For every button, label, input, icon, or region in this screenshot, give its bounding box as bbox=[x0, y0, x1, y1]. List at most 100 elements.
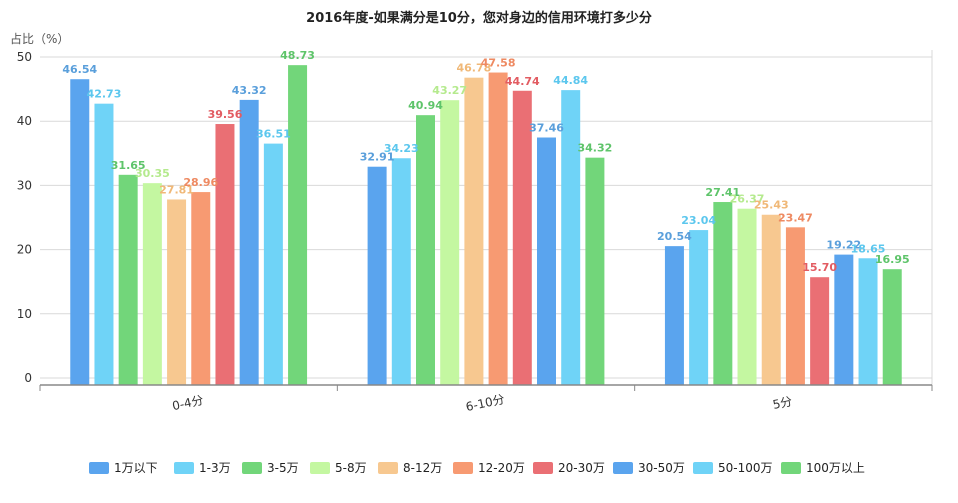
bar-data-label: 40.94 bbox=[408, 99, 443, 112]
bar bbox=[391, 158, 411, 385]
legend-swatch bbox=[693, 462, 713, 474]
bar bbox=[167, 199, 187, 385]
legend-item[interactable]: 20-30万 bbox=[533, 461, 605, 475]
bar-data-label: 23.04 bbox=[681, 214, 716, 227]
bar bbox=[464, 77, 484, 386]
x-tick-label: 5分 bbox=[771, 394, 793, 412]
bar-data-label: 46.78 bbox=[457, 62, 492, 75]
bar bbox=[858, 258, 878, 385]
x-axis bbox=[39, 384, 933, 391]
bar bbox=[585, 157, 605, 385]
legend-swatch bbox=[310, 462, 330, 474]
bar bbox=[882, 269, 902, 385]
bar bbox=[737, 208, 757, 385]
bar-data-label: 20.54 bbox=[657, 230, 692, 243]
legend-swatch bbox=[453, 462, 473, 474]
bar-data-label: 32.91 bbox=[360, 151, 395, 164]
legend-swatch bbox=[89, 462, 109, 474]
bar-data-label: 34.23 bbox=[384, 142, 419, 155]
legend-item[interactable]: 1-3万 bbox=[174, 461, 231, 475]
bar bbox=[810, 277, 830, 385]
legend-swatch bbox=[378, 462, 398, 474]
legend-label: 8-12万 bbox=[403, 461, 442, 475]
legend-item[interactable]: 30-50万 bbox=[613, 461, 685, 475]
bar bbox=[94, 103, 114, 385]
y-tick-label: 30 bbox=[17, 178, 32, 192]
legend-swatch bbox=[781, 462, 801, 474]
bar bbox=[761, 214, 781, 385]
bar-data-label: 16.95 bbox=[875, 253, 910, 266]
legend-label: 5-8万 bbox=[335, 461, 367, 475]
legend: 1万以下 1-3万 3-5万 5-8万 8-12万 12-20万 20-30万 30-50万 5… bbox=[89, 461, 865, 475]
bar bbox=[263, 143, 283, 385]
legend-item[interactable]: 5-8万 bbox=[310, 461, 367, 475]
x-tick-label: 0-4分 bbox=[171, 393, 205, 413]
bar bbox=[785, 227, 805, 385]
legend-item[interactable]: 1万以下 bbox=[89, 461, 158, 475]
bar bbox=[440, 100, 460, 385]
legend-item[interactable]: 12-20万 bbox=[453, 461, 525, 475]
legend-swatch bbox=[174, 462, 194, 474]
bar-data-label: 48.73 bbox=[280, 49, 315, 62]
legend-swatch bbox=[613, 462, 633, 474]
bar bbox=[239, 99, 259, 386]
y-tick-label: 10 bbox=[17, 307, 32, 321]
bar-data-label: 36.51 bbox=[256, 128, 291, 141]
bar-data-label: 46.54 bbox=[62, 63, 97, 76]
legend-item[interactable]: 50-100万 bbox=[693, 461, 773, 475]
bar bbox=[70, 79, 90, 386]
y-tick-label: 40 bbox=[17, 114, 32, 128]
bar-data-label: 31.65 bbox=[111, 159, 146, 172]
bar-data-label: 15.70 bbox=[802, 261, 837, 274]
bar-data-label: 25.43 bbox=[754, 199, 789, 212]
bar bbox=[512, 90, 532, 386]
y-axis-ticks: 0 10 20 30 40 50 bbox=[17, 50, 32, 385]
bar bbox=[288, 65, 308, 386]
legend-swatch bbox=[533, 462, 553, 474]
legend-label: 1-3万 bbox=[199, 461, 231, 475]
bar-data-label: 42.73 bbox=[87, 88, 122, 101]
bar bbox=[488, 72, 508, 385]
legend-label: 3-5万 bbox=[267, 461, 299, 475]
bar bbox=[689, 230, 709, 385]
bar bbox=[713, 202, 733, 385]
bar bbox=[834, 254, 854, 385]
bar bbox=[142, 183, 162, 385]
y-tick-label: 0 bbox=[24, 371, 32, 385]
bar-data-label: 30.35 bbox=[135, 167, 170, 180]
bar bbox=[367, 166, 387, 385]
bar-data-label: 43.27 bbox=[432, 84, 467, 97]
legend-label: 20-30万 bbox=[558, 461, 605, 475]
bar-data-label: 47.58 bbox=[481, 57, 516, 70]
bars bbox=[70, 65, 902, 386]
chart-title: 2016年度-如果满分是10分，您对身边的信用环境打多少分 bbox=[306, 10, 652, 26]
bar-data-label: 34.32 bbox=[578, 142, 613, 155]
bar bbox=[215, 124, 235, 385]
legend-item[interactable]: 8-12万 bbox=[378, 461, 442, 475]
bar bbox=[191, 192, 211, 385]
grid-lines bbox=[40, 50, 933, 385]
bar-data-label: 37.46 bbox=[529, 122, 564, 135]
x-tick-label: 6-10分 bbox=[465, 392, 506, 414]
y-tick-label: 20 bbox=[17, 243, 32, 257]
legend-label: 1万以下 bbox=[114, 461, 158, 475]
y-tick-label: 50 bbox=[17, 50, 32, 64]
bar-data-label: 28.96 bbox=[183, 176, 218, 189]
bar bbox=[664, 246, 684, 385]
bar-data-label: 18.65 bbox=[851, 242, 886, 255]
bar bbox=[416, 115, 435, 386]
legend-item[interactable]: 3-5万 bbox=[242, 461, 299, 475]
bar-data-label: 44.74 bbox=[505, 75, 540, 88]
bar-data-label: 23.47 bbox=[778, 211, 813, 224]
bar-data-label: 44.84 bbox=[553, 74, 588, 87]
bar-data-label: 43.32 bbox=[232, 84, 267, 97]
bar bbox=[118, 174, 138, 385]
legend-item[interactable]: 100万以上 bbox=[781, 461, 865, 475]
bar-data-label: 26.37 bbox=[730, 193, 765, 206]
bar bbox=[537, 137, 556, 385]
bar-data-label: 27.81 bbox=[159, 183, 194, 196]
legend-label: 30-50万 bbox=[638, 461, 685, 475]
bar bbox=[561, 90, 581, 385]
